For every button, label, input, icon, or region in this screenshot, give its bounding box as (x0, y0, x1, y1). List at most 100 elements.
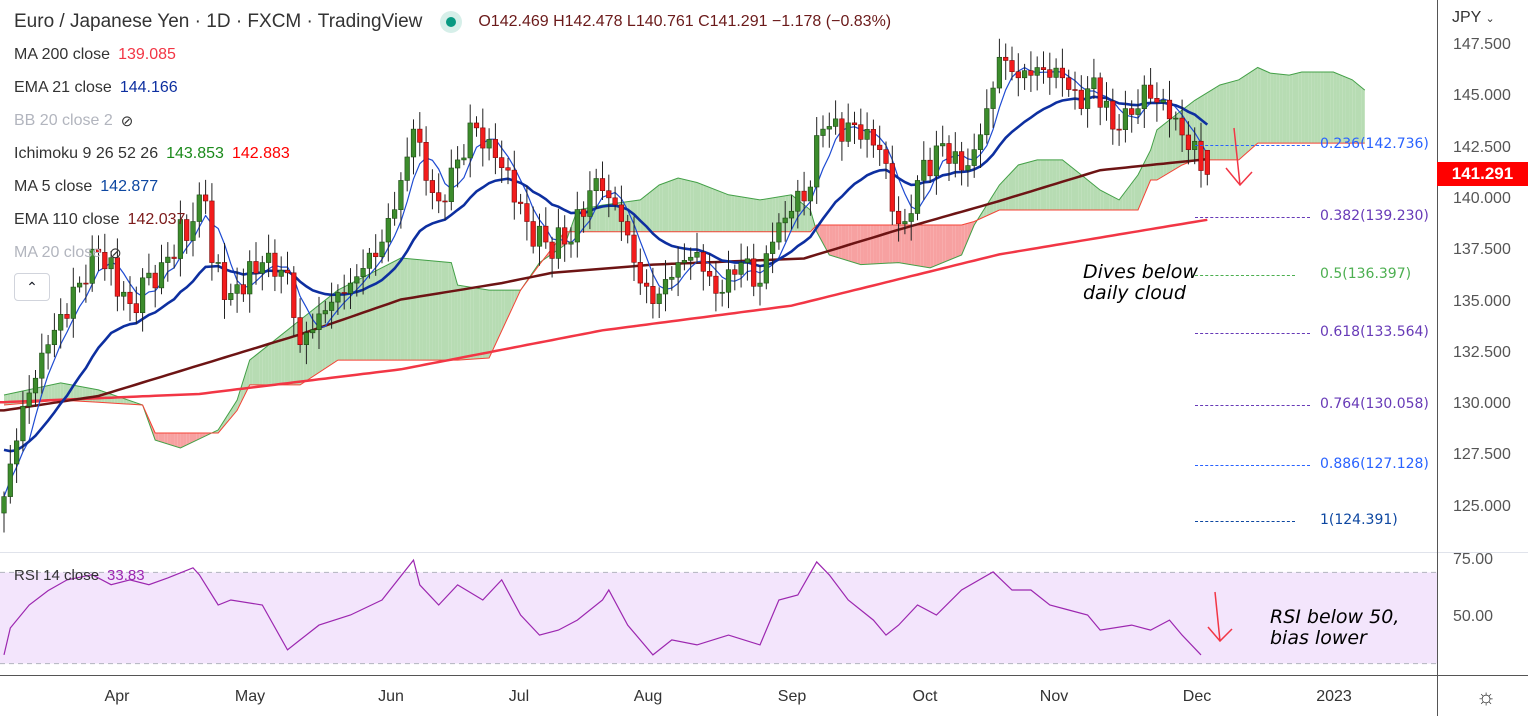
ichimoku-cloud-segment (863, 224, 868, 265)
ichimoku-cloud-segment (674, 177, 679, 232)
legend-item[interactable]: EMA 21 close 144.166 (14, 79, 178, 97)
ichimoku-cloud-segment (1276, 73, 1280, 144)
ichimoku-cloud-segment (359, 277, 364, 361)
ichimoku-cloud-segment (1175, 112, 1179, 169)
legend-item[interactable]: EMA 110 close 142.037 (14, 211, 185, 229)
fib-level-line[interactable] (1195, 333, 1310, 335)
ichimoku-cloud-segment (914, 224, 918, 266)
candle-up (763, 253, 769, 284)
ichimoku-cloud-segment (1160, 124, 1164, 179)
currency-selector[interactable]: JPY ⌄ (1452, 9, 1495, 27)
ichimoku-cloud-segment (274, 337, 279, 385)
ichimoku-cloud-segment (278, 335, 282, 385)
ichimoku-cloud-segment (989, 194, 994, 215)
ichimoku-cloud-segment (309, 310, 313, 379)
ichimoku-cloud-segment (1062, 159, 1066, 211)
ichimoku-cloud-segment (1093, 185, 1098, 211)
ichimoku-cloud-segment (939, 224, 943, 265)
ichimoku-cloud-segment (394, 259, 398, 361)
ichimoku-cloud-segment (750, 198, 754, 232)
price-tick: 135.000 (1453, 292, 1511, 310)
candle-down (152, 272, 158, 289)
ichimoku-cloud-segment (596, 205, 600, 232)
cloud-annotation[interactable]: Dives below daily cloud (1083, 262, 1198, 304)
ichimoku-cloud-segment (684, 179, 688, 232)
candle-up (738, 262, 744, 275)
time-tick: Sep (777, 688, 807, 705)
ichimoku-cloud-segment (930, 224, 934, 268)
legend-item[interactable]: MA 20 close ⊘ (14, 244, 122, 262)
ichimoku-cloud-segment (1216, 84, 1220, 160)
candle-down (1059, 67, 1065, 79)
hidden-eye-icon[interactable]: ⊘ (120, 113, 134, 130)
ichimoku-cloud-segment (1207, 90, 1211, 160)
candle-down (599, 178, 606, 192)
candle-down (1166, 99, 1173, 120)
ichimoku-cloud-segment (1018, 164, 1022, 211)
candle-down (643, 282, 650, 287)
ichimoku-cloud-segment (1109, 195, 1113, 211)
fib-level-line[interactable] (1195, 465, 1310, 467)
rsi-annotation[interactable]: RSI below 50, bias lower (1270, 607, 1399, 649)
candle-down (851, 122, 858, 126)
candle-down (297, 317, 303, 345)
rsi-chart[interactable] (0, 553, 1437, 675)
ichimoku-cloud-segment (1254, 67, 1258, 146)
candle-down (511, 169, 517, 203)
pane-divider[interactable] (0, 552, 1528, 553)
legend-item[interactable]: MA 5 close 142.877 (14, 178, 158, 196)
candle-up (719, 291, 725, 294)
ichimoku-cloud-segment (952, 224, 956, 259)
ichimoku-cloud-segment (807, 207, 811, 232)
ichimoku-cloud-segment (221, 419, 225, 430)
ichimoku-cloud-segment (498, 290, 502, 338)
fib-level-line[interactable] (1195, 521, 1295, 523)
ohlc-values: O142.469 H142.478 L140.761 C141.291 −1.1… (478, 13, 892, 30)
candle-down (240, 284, 247, 295)
ichimoku-cloud-segment (328, 295, 332, 367)
legend-item[interactable]: Ichimoku 9 26 52 26 143.853 142.883 (14, 145, 290, 163)
candle-up (303, 332, 310, 345)
ichimoku-cloud-segment (243, 370, 247, 398)
symbol-title[interactable]: Euro / Japanese Yen · 1D · FXCM · Tradin… (14, 11, 423, 32)
ichimoku-cloud-segment (1169, 117, 1173, 173)
legend-value: 142.883 (231, 145, 290, 162)
candle-up (921, 159, 927, 181)
candle-down (700, 252, 706, 272)
ichimoku-cloud-segment (999, 181, 1003, 211)
ichimoku-cloud-segment (1349, 78, 1353, 144)
ichimoku-cloud-segment (734, 195, 738, 232)
ichimoku-cloud-segment (334, 290, 338, 363)
ichimoku-cloud-segment (652, 187, 657, 232)
fib-level-line[interactable] (1195, 274, 1295, 276)
candle-up (990, 87, 996, 109)
candle-down (133, 303, 139, 314)
candle-up (1103, 100, 1110, 108)
fib-level-line[interactable] (1195, 405, 1310, 407)
time-tick: Jul (508, 688, 530, 705)
candle-up (1034, 67, 1040, 76)
ichimoku-cloud-segment (441, 261, 445, 361)
fib-level-line[interactable] (1195, 216, 1310, 218)
ichimoku-cloud-segment (372, 270, 376, 361)
fib-level-line[interactable] (1195, 144, 1310, 146)
price-chart[interactable] (0, 0, 1437, 552)
legend-item[interactable]: MA 200 close 139.085 (14, 46, 176, 64)
hidden-eye-icon[interactable]: ⊘ (109, 245, 122, 262)
time-tick: Oct (912, 688, 938, 705)
ichimoku-cloud-segment (155, 432, 159, 442)
ichimoku-cloud-segment (709, 187, 713, 232)
ichimoku-cloud-segment (892, 224, 896, 263)
ichimoku-cloud-segment (492, 290, 496, 352)
candle-up (996, 56, 1002, 89)
collapse-legend-button[interactable]: ⌃ (14, 273, 50, 301)
settings-gear-icon[interactable]: ☼ (1476, 684, 1497, 709)
ichimoku-cloud-segment (668, 180, 672, 232)
ichimoku-cloud-segment (164, 432, 168, 445)
ichimoku-cloud-segment (1245, 73, 1249, 155)
ichimoku-cloud-segment (835, 224, 839, 258)
candle-up (681, 260, 687, 263)
ichimoku-cloud-segment (48, 384, 52, 402)
candle-down (889, 163, 895, 212)
legend-item[interactable]: BB 20 close 2 ⊘ (14, 112, 133, 130)
